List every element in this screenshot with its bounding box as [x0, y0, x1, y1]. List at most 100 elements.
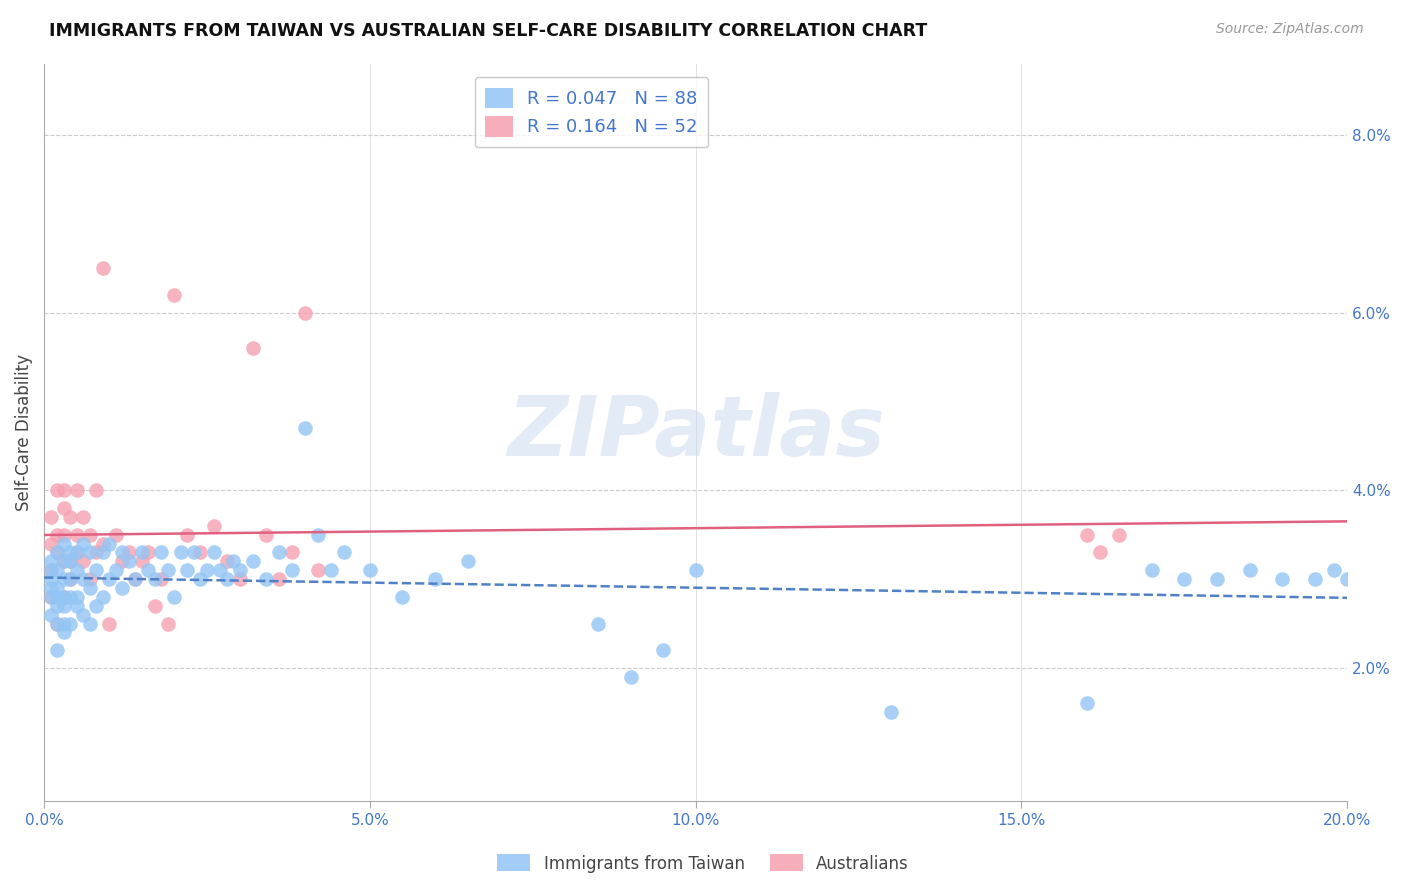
Point [52, 483, 75, 498]
Point [111, 545, 134, 559]
Legend: R = 0.047   N = 88, R = 0.164   N = 52: R = 0.047 N = 88, R = 0.164 N = 52 [475, 77, 709, 147]
Point [170, 545, 193, 559]
Point [242, 341, 264, 355]
Point [202, 519, 225, 533]
Point [91, 545, 114, 559]
Point [150, 545, 173, 559]
Point [52, 554, 75, 568]
Point [39, 590, 62, 604]
Point [163, 288, 186, 302]
Point [46, 581, 69, 595]
Point [163, 590, 186, 604]
Point [52, 625, 75, 640]
Point [52, 572, 75, 586]
Point [84, 563, 107, 577]
Point [91, 536, 114, 550]
Point [98, 616, 121, 631]
Point [1206, 572, 1229, 586]
Point [423, 572, 446, 586]
Point [52, 590, 75, 604]
Point [66, 599, 89, 613]
Point [215, 572, 238, 586]
Point [66, 563, 89, 577]
Point [72, 510, 94, 524]
Point [619, 670, 641, 684]
Point [46, 590, 69, 604]
Point [84, 545, 107, 559]
Point [190, 545, 212, 559]
Point [104, 563, 127, 577]
Point [39, 554, 62, 568]
Point [46, 616, 69, 631]
Point [79, 527, 101, 541]
Point [228, 572, 250, 586]
Point [59, 554, 82, 568]
Point [391, 590, 413, 604]
Point [72, 554, 94, 568]
Point [59, 545, 82, 559]
Point [46, 643, 69, 657]
Point [46, 599, 69, 613]
Point [131, 554, 153, 568]
Point [1140, 563, 1163, 577]
Point [586, 616, 609, 631]
Point [254, 572, 277, 586]
Point [457, 554, 479, 568]
Point [39, 563, 62, 577]
Point [52, 590, 75, 604]
Point [294, 306, 316, 320]
Point [84, 483, 107, 498]
Point [46, 483, 69, 498]
Point [72, 607, 94, 622]
Point [59, 572, 82, 586]
Point [111, 554, 134, 568]
Point [79, 581, 101, 595]
Point [66, 527, 89, 541]
Point [280, 545, 302, 559]
Text: Source: ZipAtlas.com: Source: ZipAtlas.com [1216, 22, 1364, 37]
Point [1239, 563, 1261, 577]
Point [195, 563, 218, 577]
Point [190, 572, 212, 586]
Point [46, 563, 69, 577]
Text: ZIPatlas: ZIPatlas [506, 392, 884, 473]
Point [1076, 697, 1098, 711]
Point [118, 554, 141, 568]
Point [880, 706, 903, 720]
Point [59, 572, 82, 586]
Point [39, 581, 62, 595]
Point [1076, 527, 1098, 541]
Point [104, 527, 127, 541]
Point [52, 554, 75, 568]
Point [84, 599, 107, 613]
Point [91, 261, 114, 276]
Point [39, 590, 62, 604]
Point [66, 590, 89, 604]
Point [208, 563, 231, 577]
Point [52, 501, 75, 516]
Point [143, 572, 166, 586]
Point [1323, 563, 1346, 577]
Point [156, 616, 179, 631]
Point [156, 563, 179, 577]
Point [39, 536, 62, 550]
Point [1108, 527, 1130, 541]
Point [652, 643, 675, 657]
Point [267, 545, 290, 559]
Point [39, 572, 62, 586]
Point [215, 554, 238, 568]
Point [111, 581, 134, 595]
Point [138, 563, 160, 577]
Point [46, 527, 69, 541]
Point [52, 616, 75, 631]
Point [39, 563, 62, 577]
Point [124, 572, 146, 586]
Point [294, 421, 316, 435]
Point [59, 590, 82, 604]
Point [59, 510, 82, 524]
Point [150, 572, 173, 586]
Text: IMMIGRANTS FROM TAIWAN VS AUSTRALIAN SELF-CARE DISABILITY CORRELATION CHART: IMMIGRANTS FROM TAIWAN VS AUSTRALIAN SEL… [49, 22, 928, 40]
Point [228, 563, 250, 577]
Point [79, 545, 101, 559]
Point [319, 563, 342, 577]
